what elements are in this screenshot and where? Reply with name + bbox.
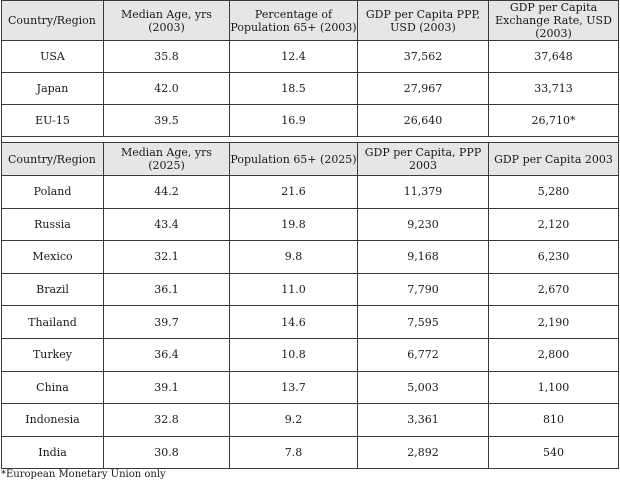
cell-gdp-per-capita: 2,800 [488, 337, 619, 372]
cell-gdp-ppp: 7,790 [357, 272, 489, 307]
table-row: USA 35.8 12.4 37,562 37,648 [1, 40, 619, 73]
cell-population-65: 18.5 [229, 72, 358, 105]
table-row: China 39.1 13.7 5,003 1,100 [1, 370, 619, 405]
header-country-region: Country/Region [1, 142, 104, 176]
cell-population-65: 11.0 [229, 272, 358, 307]
cell-gdp-ppp: 5,003 [357, 370, 489, 405]
table-header-row: Country/Region Median Age, yrs (2025) Po… [1, 142, 619, 176]
table-row: EU-15 39.5 16.9 26,640 26,710* [1, 104, 619, 137]
table-row: India 30.8 7.8 2,892 540 [1, 435, 619, 470]
cell-median-age: 30.8 [103, 435, 230, 470]
table-row: Poland 44.2 21.6 11,379 5,280 [1, 175, 619, 209]
cell-gdp-ppp: 7,595 [357, 305, 489, 339]
cell-gdp-per-capita: 2,670 [488, 272, 619, 307]
table-row: Russia 43.4 19.8 9,230 2,120 [1, 207, 619, 242]
cell-gdp-per-capita: 540 [488, 435, 619, 470]
cell-median-age: 39.5 [103, 104, 230, 137]
cell-gdp-per-capita: 1,100 [488, 370, 619, 405]
cell-gdp-ppp: 11,379 [357, 175, 489, 209]
cell-gdp-ppp: 27,967 [357, 72, 489, 105]
cell-gdp-per-capita: 810 [488, 403, 619, 437]
cell-country: Brazil [1, 272, 104, 307]
header-median-age: Median Age, yrs (2025) [103, 142, 230, 176]
cell-country: Indonesia [1, 403, 104, 437]
cell-population-65: 19.8 [229, 207, 358, 242]
cell-country: Japan [1, 72, 104, 105]
cell-gdp-ppp: 26,640 [357, 104, 489, 137]
cell-population-65: 9.2 [229, 403, 358, 437]
cell-median-age: 32.1 [103, 240, 230, 274]
cell-gdp-exchange: 33,713 [488, 72, 619, 105]
cell-country: Turkey [1, 337, 104, 372]
cell-population-65: 10.8 [229, 337, 358, 372]
cell-median-age: 39.7 [103, 305, 230, 339]
table-row: Brazil 36.1 11.0 7,790 2,670 [1, 272, 619, 307]
header-country-region: Country/Region [1, 0, 104, 41]
header-gdp-ppp: GDP per Capita, PPP 2003 [357, 142, 489, 176]
table-row: Thailand 39.7 14.6 7,595 2,190 [1, 305, 619, 339]
footnote: *European Monetary Union only [1, 469, 166, 480]
emerging-economies-table: Country/Region Median Age, yrs (2025) Po… [1, 142, 619, 470]
cell-median-age: 39.1 [103, 370, 230, 405]
header-population-65: Population 65+ (2025) [229, 142, 358, 176]
cell-median-age: 44.2 [103, 175, 230, 209]
table-row: Indonesia 32.8 9.2 3,361 810 [1, 403, 619, 437]
header-population-65: Percentage of Population 65+ (2003) [229, 0, 358, 41]
cell-gdp-ppp: 3,361 [357, 403, 489, 437]
cell-country: China [1, 370, 104, 405]
developed-economies-table: Country/Region Median Age, yrs (2003) Pe… [1, 0, 619, 149]
cell-median-age: 36.1 [103, 272, 230, 307]
table-row: Turkey 36.4 10.8 6,772 2,800 [1, 337, 619, 372]
cell-population-65: 7.8 [229, 435, 358, 470]
cell-country: Russia [1, 207, 104, 242]
cell-median-age: 42.0 [103, 72, 230, 105]
cell-gdp-ppp: 6,772 [357, 337, 489, 372]
cell-population-65: 12.4 [229, 40, 358, 73]
cell-country: USA [1, 40, 104, 73]
cell-population-65: 16.9 [229, 104, 358, 137]
cell-median-age: 36.4 [103, 337, 230, 372]
cell-gdp-ppp: 9,168 [357, 240, 489, 274]
table-header-row: Country/Region Median Age, yrs (2003) Pe… [1, 0, 619, 41]
cell-population-65: 14.6 [229, 305, 358, 339]
table-row: Japan 42.0 18.5 27,967 33,713 [1, 72, 619, 105]
cell-country: Thailand [1, 305, 104, 339]
cell-country: EU-15 [1, 104, 104, 137]
cell-population-65: 9.8 [229, 240, 358, 274]
header-gdp-per-capita: GDP per Capita 2003 [488, 142, 619, 176]
cell-gdp-per-capita: 2,190 [488, 305, 619, 339]
cell-country: India [1, 435, 104, 470]
cell-gdp-ppp: 9,230 [357, 207, 489, 242]
cell-median-age: 32.8 [103, 403, 230, 437]
cell-median-age: 35.8 [103, 40, 230, 73]
cell-gdp-per-capita: 5,280 [488, 175, 619, 209]
cell-gdp-exchange: 37,648 [488, 40, 619, 73]
cell-population-65: 21.6 [229, 175, 358, 209]
header-gdp-ppp: GDP per Capita PPP, USD (2003) [357, 0, 489, 41]
header-gdp-exchange: GDP per Capita Exchange Rate, USD (2003) [488, 0, 619, 41]
header-median-age: Median Age, yrs (2003) [103, 0, 230, 41]
cell-gdp-exchange: 26,710* [488, 104, 619, 137]
cell-gdp-ppp: 37,562 [357, 40, 489, 73]
cell-gdp-ppp: 2,892 [357, 435, 489, 470]
cell-country: Poland [1, 175, 104, 209]
cell-gdp-per-capita: 6,230 [488, 240, 619, 274]
cell-median-age: 43.4 [103, 207, 230, 242]
cell-country: Mexico [1, 240, 104, 274]
table-row: Mexico 32.1 9.8 9,168 6,230 [1, 240, 619, 274]
cell-population-65: 13.7 [229, 370, 358, 405]
cell-gdp-per-capita: 2,120 [488, 207, 619, 242]
